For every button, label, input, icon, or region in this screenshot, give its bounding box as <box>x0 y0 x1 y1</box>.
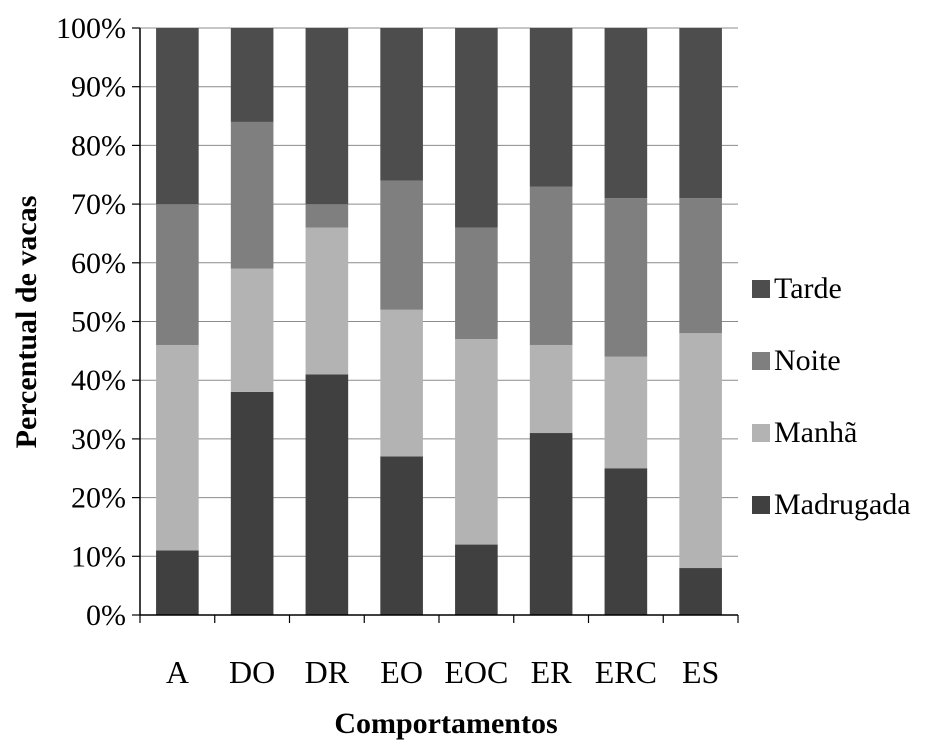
y-tick-label: 40% <box>71 364 126 397</box>
bar-segment-tarde-do <box>230 28 274 122</box>
y-tick-label: 60% <box>71 247 126 280</box>
bar-segment-manh-a <box>156 344 199 551</box>
x-tick-label: EO <box>380 654 423 690</box>
bar-segment-manh-eo <box>380 309 423 457</box>
y-tick-label: 20% <box>71 482 126 515</box>
x-tick-label: DR <box>305 654 350 690</box>
x-tick-label: DO <box>229 654 275 690</box>
x-axis-title: Comportamentos <box>334 707 557 740</box>
y-tick-label: 100% <box>56 12 126 45</box>
legend: Tarde Noite Manhã Madrugada <box>752 272 911 521</box>
bar-segment-madrugada-do <box>230 391 274 615</box>
bar-segment-madrugada-dr <box>305 374 349 615</box>
bar-segment-noite-es <box>679 198 722 334</box>
bar-segment-tarde-eo <box>380 28 423 181</box>
legend-label-madrugada: Madrugada <box>774 488 911 521</box>
y-tick-label: 10% <box>71 540 126 573</box>
bar-segment-noite-eo <box>380 180 423 310</box>
bar-segment-madrugada-es <box>679 568 722 615</box>
x-tick-labels: A DO DR EO EOC ER ERC ES <box>139 615 739 690</box>
bar-segment-noite-dr <box>305 204 349 228</box>
bar-segment-manh-es <box>679 333 722 569</box>
x-tick-label: A <box>166 654 189 690</box>
bar-segment-tarde-er <box>529 28 573 187</box>
bar-segment-noite-erc <box>604 198 648 357</box>
bar-segment-manh-dr <box>305 227 349 375</box>
legend-swatch-tarde <box>752 280 770 298</box>
y-tick-label: 50% <box>71 306 126 339</box>
bar-segment-manh-erc <box>604 356 648 469</box>
bar-segment-manh-do <box>230 268 274 392</box>
legend-label-tarde: Tarde <box>774 272 842 305</box>
legend-swatch-madrugada <box>752 496 770 514</box>
bars <box>156 28 722 615</box>
y-tick-label: 70% <box>71 188 126 221</box>
bar-segment-madrugada-eoc <box>455 544 498 615</box>
bar-segment-noite-er <box>529 186 573 345</box>
y-tick-label: 30% <box>71 423 126 456</box>
legend-swatch-noite <box>752 352 770 370</box>
bar-segment-tarde-es <box>679 28 722 199</box>
legend-label-manh: Manhã <box>774 416 857 449</box>
y-axis-title: Percentual de vacas <box>10 196 43 449</box>
bar-segment-tarde-a <box>156 28 199 205</box>
bar-segment-noite-do <box>230 121 274 269</box>
x-tick-label: ES <box>682 654 719 690</box>
bar-segment-madrugada-er <box>529 433 573 615</box>
bar-segment-tarde-eoc <box>455 28 498 228</box>
bar-segment-madrugada-eo <box>380 456 423 615</box>
bar-segment-madrugada-erc <box>604 468 648 615</box>
legend-swatch-manh <box>752 424 770 442</box>
y-tick-label: 90% <box>71 71 126 104</box>
bar-segment-tarde-erc <box>604 28 648 199</box>
y-tick-label: 80% <box>71 129 126 162</box>
bar-segment-manh-eoc <box>455 339 498 545</box>
y-tick-label: 0% <box>86 599 126 632</box>
y-tick-labels: 0% 10% 20% 30% 40% 50% 60% 70% 80% 90% 100% <box>56 12 126 632</box>
bar-segment-tarde-dr <box>305 28 349 205</box>
bar-segment-madrugada-a <box>156 550 199 615</box>
x-tick-label: ERC <box>595 654 657 690</box>
x-tick-label: ER <box>531 654 573 690</box>
bar-segment-noite-a <box>156 204 199 345</box>
legend-label-noite: Noite <box>774 344 841 377</box>
bar-segment-manh-er <box>529 344 573 434</box>
x-tick-label: EOC <box>444 654 508 690</box>
bar-segment-noite-eoc <box>455 227 498 340</box>
